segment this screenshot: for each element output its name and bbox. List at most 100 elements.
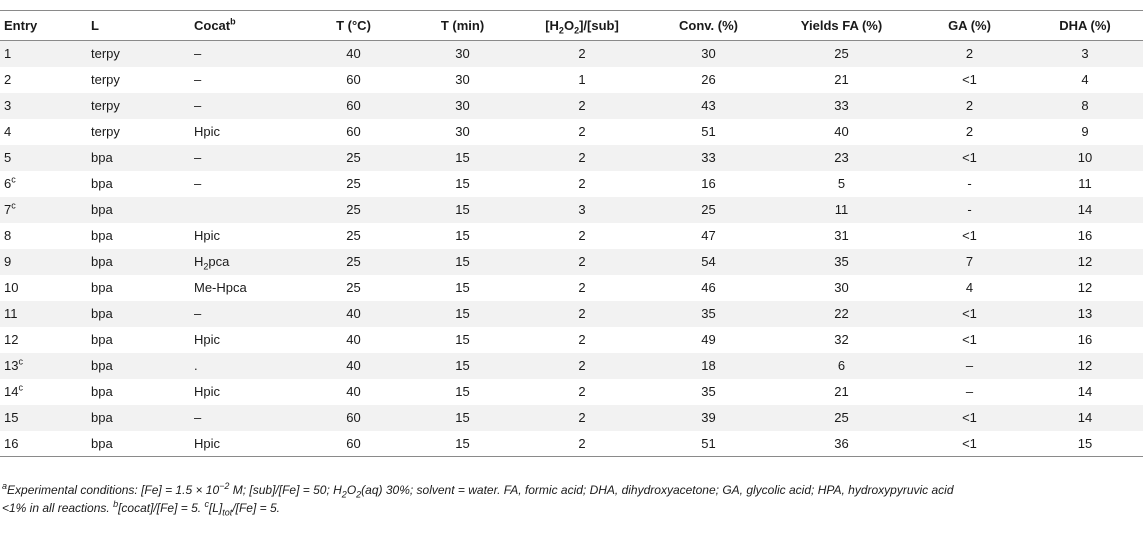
cell-temperature: 60 xyxy=(300,404,407,431)
cell-yield-fa: 35 xyxy=(771,248,912,275)
entry-number: 2 xyxy=(4,72,12,87)
entry-number: 16 xyxy=(4,435,19,451)
table-row: 12 bpa Hpic 40 15 2 49 32 <1 16 xyxy=(0,326,1143,353)
cell-dha: 11 xyxy=(1027,170,1143,197)
cell-ratio: 2 xyxy=(518,144,646,171)
cell-yield-fa: 21 xyxy=(771,378,912,405)
cell-cocat: – xyxy=(190,300,300,327)
cell-temperature: 25 xyxy=(300,248,407,275)
col-header-dha: DHA (%) xyxy=(1027,10,1143,41)
cell-ga: <1 xyxy=(912,66,1027,93)
cell-ratio: 2 xyxy=(518,430,646,457)
col-header-ligand: L xyxy=(87,10,190,41)
cell-ga: - xyxy=(912,170,1027,197)
cell-conversion: 16 xyxy=(646,170,771,197)
cell-dha: 14 xyxy=(1027,378,1143,405)
cell-conversion: 18 xyxy=(646,352,771,379)
cell-temperature: 25 xyxy=(300,170,407,197)
cell-cocat: Hpic xyxy=(190,118,300,145)
cell-conversion: 47 xyxy=(646,222,771,249)
cocat-text-post: pca xyxy=(208,254,230,269)
cell-ga: <1 xyxy=(912,300,1027,327)
results-table: Entry L Cocatb T (°C) T (min) [H2O2]/[su… xyxy=(0,10,1143,457)
cell-yield-fa: 40 xyxy=(771,118,912,145)
footnote-c-mark: c xyxy=(204,499,209,509)
cocat-header-text: Cocat xyxy=(194,18,231,33)
cell-temperature: 40 xyxy=(300,40,407,67)
entry-number: 9 xyxy=(4,254,12,269)
footnote-a-text3: O xyxy=(346,483,357,497)
cell-ga: <1 xyxy=(912,430,1027,457)
cell-time: 15 xyxy=(407,274,518,301)
cell-ligand: terpy xyxy=(87,66,190,93)
cell-ga: 4 xyxy=(912,274,1027,301)
cell-conversion: 26 xyxy=(646,66,771,93)
footnote-c-sub: tot xyxy=(222,507,233,518)
footnote-b-mark: b xyxy=(113,499,119,509)
table-row: 11 bpa –40 15 2 35 22 <1 13 xyxy=(0,300,1143,327)
cell-conversion: 30 xyxy=(646,40,771,67)
cell-ga: 7 xyxy=(912,248,1027,275)
cell-dha: 3 xyxy=(1027,40,1143,67)
cell-conversion: 39 xyxy=(646,404,771,431)
cell-ligand: bpa xyxy=(87,248,190,275)
cell-ratio: 2 xyxy=(518,274,646,301)
cell-ga: 2 xyxy=(912,118,1027,145)
cell-yield-fa: 5 xyxy=(771,170,912,197)
cell-cocat: . xyxy=(190,352,300,379)
table-row: 9 bpa H2pca 25 15 2 54 35 7 12 xyxy=(0,248,1143,275)
entry-number: 10 xyxy=(4,280,19,295)
cell-ga: 2 xyxy=(912,40,1027,67)
cell-cocat: – xyxy=(190,144,300,171)
cell-cocat: – xyxy=(190,66,300,93)
entry-number: 14 xyxy=(4,384,19,399)
col-header-yields-fa: Yields FA (%) xyxy=(771,10,912,41)
cell-ga: – xyxy=(912,378,1027,405)
entry-number: 4 xyxy=(4,124,12,139)
cell-dha: 13 xyxy=(1027,300,1143,327)
cell-ligand: terpy xyxy=(87,118,190,145)
entry-footnote-mark: c xyxy=(18,382,23,393)
cell-ga: 2 xyxy=(912,92,1027,119)
cell-cocat: – xyxy=(190,92,300,119)
cell-temperature: 25 xyxy=(300,222,407,249)
table-row: 2 terpy –60 30 1 26 21 <1 4 xyxy=(0,66,1143,93)
col-header-conversion: Conv. (%) xyxy=(646,10,771,41)
cell-entry: 9 xyxy=(0,248,87,275)
cell-dha: 16 xyxy=(1027,326,1143,353)
footnote-b-text: [cocat]/[Fe] = 5. xyxy=(118,501,205,515)
cell-entry: 3 xyxy=(0,92,87,119)
cell-ligand: bpa xyxy=(87,430,190,457)
cell-conversion: 33 xyxy=(646,144,771,171)
cell-ligand: bpa xyxy=(87,170,190,197)
entry-number: 12 xyxy=(4,332,19,347)
table-row: 8 bpa Hpic 25 15 2 47 31 <1 16 xyxy=(0,222,1143,249)
cell-ligand: bpa xyxy=(87,352,190,379)
ratio-header-post: ]/[sub] xyxy=(579,18,619,33)
cell-ratio: 2 xyxy=(518,352,646,379)
cell-conversion: 43 xyxy=(646,92,771,119)
entry-footnote-mark: c xyxy=(18,356,23,367)
cell-conversion: 51 xyxy=(646,118,771,145)
cell-dha: 16 xyxy=(1027,222,1143,249)
footnote-a-text4: (aq) 30%; solvent = water. FA, formic ac… xyxy=(361,483,954,497)
cell-entry: 2 xyxy=(0,66,87,93)
cell-conversion: 51 xyxy=(646,430,771,457)
entry-number: 15 xyxy=(4,410,19,425)
cell-yield-fa: 11 xyxy=(771,196,912,223)
cell-dha: 15 xyxy=(1027,430,1143,457)
table-row: 7c bpa 25 15 3 25 11-14 xyxy=(0,196,1143,223)
footnote-a-text1: Experimental conditions: [Fe] = 1.5 × 10 xyxy=(7,483,220,497)
cell-dha: 9 xyxy=(1027,118,1143,145)
cell-entry: 16 xyxy=(0,430,87,457)
table-footnote: aExperimental conditions: [Fe] = 1.5 × 1… xyxy=(2,481,1140,517)
cell-ga: <1 xyxy=(912,326,1027,353)
cell-time: 30 xyxy=(407,118,518,145)
cell-time: 15 xyxy=(407,222,518,249)
footnote-a-sub2: 2 xyxy=(356,489,362,500)
cell-entry: 12 xyxy=(0,326,87,353)
cell-temperature: 60 xyxy=(300,66,407,93)
cell-time: 30 xyxy=(407,66,518,93)
cell-temperature: 60 xyxy=(300,430,407,457)
ratio-header-pre: [H xyxy=(545,18,559,33)
